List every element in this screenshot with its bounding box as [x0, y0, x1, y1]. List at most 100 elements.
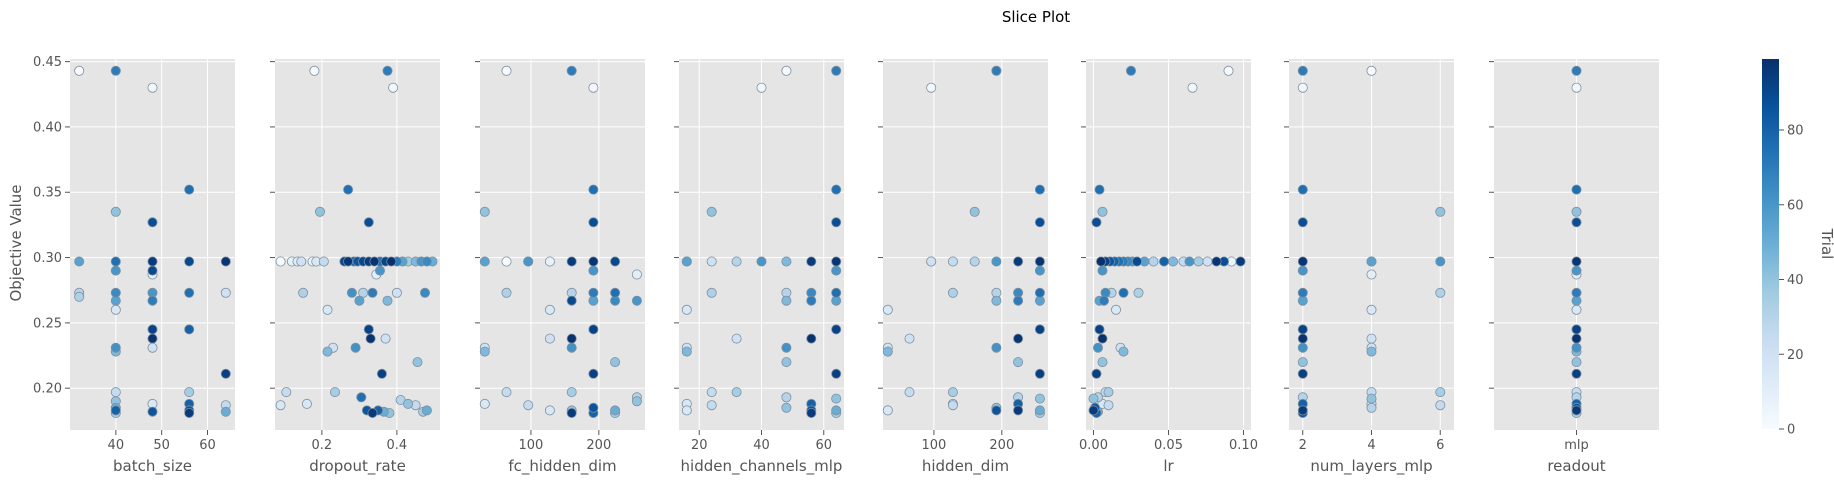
x-tick-label: 100: [519, 438, 544, 453]
y-tick-label: 0.40: [33, 120, 62, 135]
data-point: [781, 65, 792, 76]
data-point: [147, 406, 158, 417]
panels-group: 0.20 0.25 0.30 0.35 0.40 0.45 40 50 60 batch_size…: [33, 55, 1659, 476]
panel-background: [883, 59, 1048, 430]
data-point: [544, 333, 555, 344]
data-point: [1571, 206, 1582, 217]
data-point: [74, 65, 85, 76]
data-point: [501, 65, 512, 76]
data-point: [1034, 368, 1045, 379]
data-point: [991, 405, 1002, 416]
data-point: [1571, 357, 1582, 368]
data-point: [298, 287, 309, 298]
data-point: [681, 405, 692, 416]
data-point: [1184, 256, 1195, 267]
chart-title: Slice Plot: [1002, 8, 1070, 26]
data-point: [781, 295, 792, 306]
data-point: [479, 256, 490, 267]
data-point: [1366, 304, 1377, 315]
colorbar-tick-label: 0: [1787, 423, 1795, 438]
data-point: [610, 357, 621, 368]
data-point: [1034, 217, 1045, 228]
data-point: [1202, 256, 1213, 267]
data-point: [1366, 269, 1377, 280]
data-point: [1096, 256, 1107, 267]
data-point: [110, 405, 121, 416]
data-point: [110, 65, 121, 76]
data-point: [1013, 405, 1024, 416]
data-point: [831, 65, 842, 76]
data-point: [501, 387, 512, 398]
x-tick-label: 0.4: [387, 438, 408, 453]
panel-hidden_channels_mlp: 20 40 60 hidden_channels_mlp: [674, 59, 844, 476]
data-point: [1297, 333, 1308, 344]
data-point: [588, 402, 599, 413]
y-axis-label: Objective Value: [7, 184, 25, 301]
data-point: [296, 256, 307, 267]
x-axis-label: fc_hidden_dim: [508, 457, 616, 476]
data-point: [544, 405, 555, 416]
x-tick-label: 20: [691, 438, 708, 453]
data-point: [1034, 184, 1045, 195]
data-point: [1088, 393, 1099, 404]
x-tick-label: 6: [1436, 438, 1444, 453]
data-point: [1435, 256, 1446, 267]
data-point: [1297, 256, 1308, 267]
data-point: [706, 287, 717, 298]
colorbar-tick-label: 60: [1787, 198, 1804, 213]
data-point: [631, 295, 642, 306]
x-axis-label: lr: [1163, 457, 1174, 475]
data-point: [220, 256, 231, 267]
data-point: [544, 256, 555, 267]
data-point: [756, 82, 767, 93]
data-point: [969, 256, 980, 267]
data-point: [781, 392, 792, 403]
data-point: [806, 333, 817, 344]
data-point: [831, 265, 842, 276]
data-point: [681, 304, 692, 315]
data-point: [831, 217, 842, 228]
data-point: [806, 295, 817, 306]
x-axis-label: hidden_channels_mlp: [681, 457, 843, 476]
data-point: [365, 333, 376, 344]
x-tick-label: 2: [1299, 438, 1307, 453]
data-point: [806, 407, 817, 418]
data-point: [1297, 82, 1308, 93]
data-point: [1034, 324, 1045, 335]
data-point: [1571, 217, 1582, 228]
data-point: [610, 287, 621, 298]
data-point: [523, 256, 534, 267]
data-point: [1297, 217, 1308, 228]
data-point: [681, 346, 692, 357]
data-point: [731, 256, 742, 267]
data-point: [1126, 65, 1137, 76]
data-point: [147, 342, 158, 353]
data-point: [281, 387, 292, 398]
data-point: [1235, 256, 1246, 267]
data-point: [1297, 184, 1308, 195]
panel-num_layers_mlp: 2 4 6 num_layers_mlp: [1284, 59, 1454, 476]
colorbar-tick-label: 20: [1787, 348, 1804, 363]
data-point: [1132, 256, 1143, 267]
data-point: [831, 393, 842, 404]
data-point: [610, 256, 621, 267]
y-tick-label: 0.30: [33, 251, 62, 266]
data-point: [1297, 342, 1308, 353]
data-point: [1093, 342, 1104, 353]
data-point: [147, 82, 158, 93]
data-point: [1034, 265, 1045, 276]
data-point: [706, 387, 717, 398]
data-point: [147, 217, 158, 228]
data-point: [1013, 256, 1024, 267]
data-point: [184, 287, 195, 298]
x-tick-label: 0.05: [1154, 438, 1183, 453]
data-point: [588, 324, 599, 335]
data-point: [391, 287, 402, 298]
data-point: [631, 396, 642, 407]
data-point: [947, 400, 958, 411]
data-point: [110, 287, 121, 298]
data-point: [184, 387, 195, 398]
data-point: [756, 256, 767, 267]
data-point: [1571, 342, 1582, 353]
